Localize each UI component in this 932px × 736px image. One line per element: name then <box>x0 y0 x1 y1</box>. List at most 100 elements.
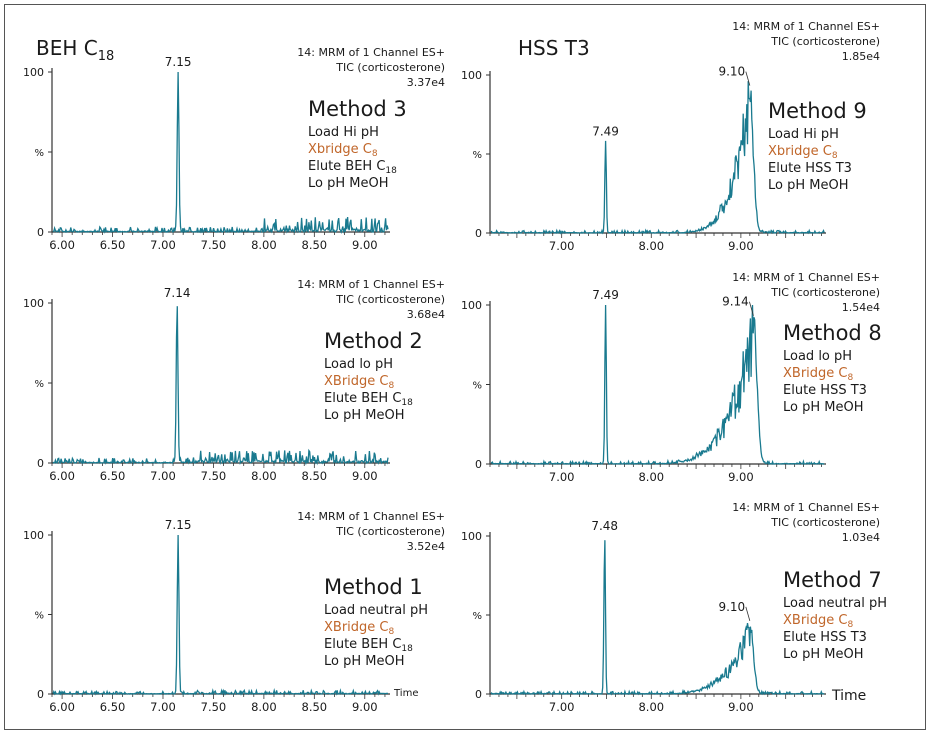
method-line-text: Load Hi pH <box>308 125 379 140</box>
header-line: 1.54e4 <box>842 301 880 314</box>
method-line-text: Lo pH MeOH <box>324 654 404 669</box>
x-tick-label: 6.50 <box>100 238 126 252</box>
header-line: 3.68e4 <box>407 308 445 321</box>
method-line: Lo pH MeOH <box>324 654 404 669</box>
method-line: XBridge C8 <box>783 366 854 383</box>
y-tick-label: 0 <box>475 458 482 471</box>
method-line: Load lo pH <box>783 349 852 364</box>
x-tick-label: 6.00 <box>49 238 75 252</box>
method-line-subscript: 8 <box>848 620 854 630</box>
header-line: 3.37e4 <box>407 76 445 89</box>
method-line: Lo pH MeOH <box>783 400 863 415</box>
x-tick-label: 7.00 <box>150 700 176 714</box>
hump-peak-label: 9.10 <box>718 600 745 614</box>
x-tick-label: 8.00 <box>251 469 277 483</box>
y-tick-label: 100 <box>23 529 44 542</box>
x-tick-label: 9.00 <box>728 239 754 253</box>
x-tick-label: 6.50 <box>100 700 126 714</box>
y-tick-label: % <box>472 381 482 392</box>
panels-layer: 0% 100 6.00 6.50 7.00 7.50 8.00 8.50 9.00 7.15 14:… <box>23 20 887 714</box>
header-line: TIC (corticosterone) <box>335 525 445 538</box>
x-tick-label: 8.50 <box>302 469 328 483</box>
method-line-subscript: 18 <box>385 166 397 176</box>
peak-label: 7.49 <box>592 124 619 138</box>
method-line: Load Hi pH <box>768 127 839 142</box>
method-line: Elute HSS T3 <box>768 161 852 176</box>
y-tick-label: 0 <box>37 457 44 470</box>
x-tick-label: 8.00 <box>251 238 277 252</box>
header-line: 14: MRM of 1 Channel ES+ <box>732 501 880 514</box>
panel-left-middle: 0% 100 6.00 6.50 7.00 7.50 8.00 8.50 9.00 7.14 14:… <box>23 278 445 483</box>
method-line: Elute BEH C18 <box>308 159 397 176</box>
method-line-text: Elute BEH C <box>324 637 401 652</box>
trace-series <box>490 540 825 696</box>
x-tick-label: 7.00 <box>549 470 575 484</box>
method-line: Load neutral pH <box>324 603 428 618</box>
method-line: Load lo pH <box>324 357 393 372</box>
header-line: TIC (corticosterone) <box>335 61 445 74</box>
trace-series <box>52 71 389 234</box>
method-line: XBridge C8 <box>324 620 395 637</box>
y-tick-label: 100 <box>461 530 482 543</box>
method-line-subscript: 18 <box>401 398 413 408</box>
x-tick-label: 7.00 <box>549 239 575 253</box>
x-tick-label: 6.00 <box>49 700 75 714</box>
panel-right-middle: 0% 100 7.00 8.00 9.00 7.49 9.14 14: MRM of 1 Ch… <box>461 271 882 484</box>
header-line: TIC (corticosterone) <box>770 516 880 529</box>
method-line: Load neutral pH <box>783 596 887 611</box>
method-line-text: Elute HSS T3 <box>783 630 867 645</box>
y-tick-label: % <box>472 611 482 622</box>
x-tick-label: 7.00 <box>150 469 176 483</box>
header-line: TIC (corticosterone) <box>770 35 880 48</box>
header-line: 14: MRM of 1 Channel ES+ <box>297 46 445 59</box>
method-line-text: XBridge C <box>324 374 389 389</box>
y-tick-label: % <box>472 150 482 161</box>
peak-label: 7.49 <box>592 288 619 302</box>
method-line: Load Hi pH <box>308 125 379 140</box>
method-line-text: XBridge C <box>783 613 848 628</box>
method-line-subscript: 8 <box>389 381 395 391</box>
method-title: Method 9 <box>768 99 867 123</box>
method-line-text: Load lo pH <box>783 349 852 364</box>
x-tick-label: 7.50 <box>201 700 227 714</box>
x-axis-label: Time <box>831 688 866 704</box>
trace-series <box>52 306 389 466</box>
x-tick-label: 8.00 <box>638 239 664 253</box>
method-line-subscript: 8 <box>372 149 378 159</box>
x-tick-label: 8.00 <box>638 470 664 484</box>
method-line: Lo pH MeOH <box>783 647 863 662</box>
x-tick-label: 9.00 <box>352 700 378 714</box>
header-line: 14: MRM of 1 Channel ES+ <box>732 20 880 33</box>
method-title: Method 2 <box>324 329 423 353</box>
header-line: TIC (corticosterone) <box>335 293 445 306</box>
method-line: Elute HSS T3 <box>783 383 867 398</box>
method-line-text: Elute BEH C <box>308 159 385 174</box>
method-line-text: Load lo pH <box>324 357 393 372</box>
method-line-text: XBridge C <box>783 366 848 381</box>
y-tick-label: % <box>34 148 44 159</box>
method-line-text: Xbridge C <box>308 142 372 157</box>
trace-series <box>490 81 825 235</box>
method-line: Elute HSS T3 <box>783 630 867 645</box>
column-title-left-sub: 18 <box>98 49 115 64</box>
method-line: Lo pH MeOH <box>308 176 388 191</box>
trace-series <box>490 304 825 466</box>
method-line-text: Lo pH MeOH <box>783 647 863 662</box>
method-title: Method 8 <box>783 321 882 345</box>
panel-right-top: 0% 100 7.00 8.00 9.00 7.49 9.10 14: MRM of 1 Ch… <box>461 20 880 253</box>
method-line-subscript: 8 <box>389 627 395 637</box>
method-line-subscript: 8 <box>848 373 854 383</box>
x-tick-label: 7.50 <box>201 469 227 483</box>
method-line-text: Lo pH MeOH <box>783 400 863 415</box>
method-line: Lo pH MeOH <box>324 408 404 423</box>
method-line-text: Lo pH MeOH <box>324 408 404 423</box>
column-title-right-base: HSS T3 <box>518 36 590 60</box>
method-title: Method 7 <box>783 568 882 592</box>
method-title: Method 3 <box>308 97 407 121</box>
x-tick-label: 6.50 <box>100 469 126 483</box>
y-tick-label: 0 <box>475 227 482 240</box>
x-tick-label: 9.00 <box>352 469 378 483</box>
x-tick-label: 7.00 <box>150 238 176 252</box>
method-line-text: Lo pH MeOH <box>768 178 848 193</box>
